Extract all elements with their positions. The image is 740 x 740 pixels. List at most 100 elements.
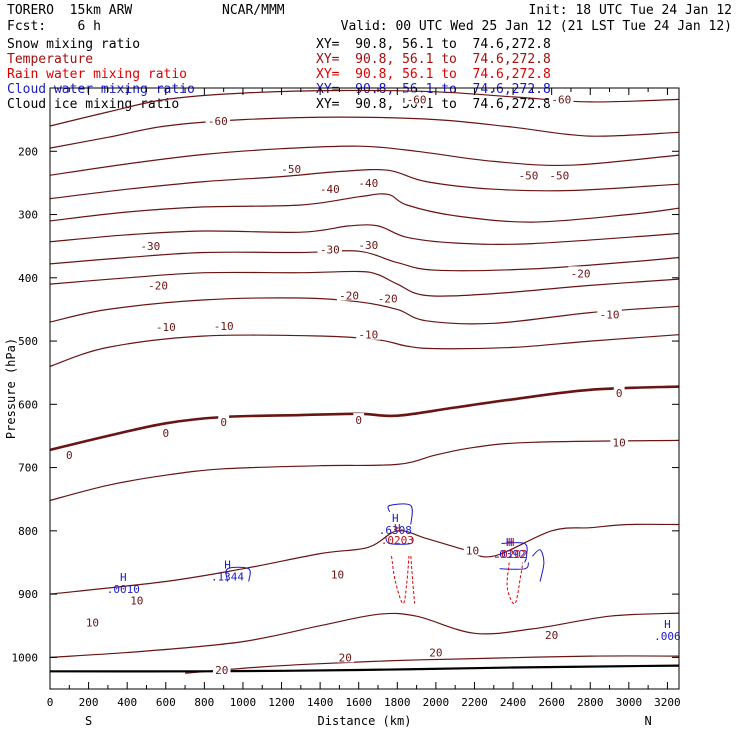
- contour-label: -20: [378, 293, 398, 306]
- contour-label: 0: [616, 387, 623, 400]
- x-tick-label: 1600: [345, 696, 372, 709]
- contour-label-bg: [356, 175, 381, 188]
- x-tick-label: 0: [47, 696, 54, 709]
- legend-field-xy: XY= 90.8, 56.1 to 74.6,272.8: [316, 37, 551, 52]
- temperature-contour: [49, 297, 680, 325]
- model-title: TORERO 15km ARW: [7, 3, 133, 18]
- x-tick-label: 600: [156, 696, 176, 709]
- contour-label: 20: [215, 664, 228, 677]
- contour-label: -10: [600, 308, 620, 321]
- init-time: Init: 18 UTC Tue 24 Jan 12: [528, 3, 733, 18]
- contour-label-bg: [212, 663, 231, 676]
- contour-label: 0: [355, 414, 362, 427]
- cloud-water-contour: [385, 536, 414, 545]
- contour-label-bg: [336, 650, 355, 663]
- rain-water-max-value: .0202: [495, 548, 528, 561]
- temperature-contour: [49, 523, 680, 595]
- cloud-water-max-marker: H: [120, 571, 127, 584]
- cloud-water-contour: [532, 549, 545, 582]
- x-axis-title: Distance (km): [318, 714, 412, 728]
- legend-field-xy: XY= 90.8, 56.1 to 74.6,272.8: [316, 52, 551, 67]
- contour-label-bg: [568, 266, 593, 279]
- contour-label-bg: [404, 92, 429, 105]
- rain-water-max-marker: H: [508, 536, 515, 549]
- contour-label: -60: [208, 115, 228, 128]
- x-tick-label: 2600: [538, 696, 565, 709]
- cloud-water-max-marker: H: [664, 618, 671, 631]
- cloud-water-max-value: .006: [654, 630, 681, 643]
- contour-label-bg: [353, 413, 365, 426]
- x-tick-label: 3200: [654, 696, 681, 709]
- x-tick-label: 1000: [230, 696, 257, 709]
- contour-label-bg: [153, 320, 178, 333]
- contour-label-bg: [356, 327, 381, 340]
- contour-label: -40: [320, 183, 340, 196]
- contour-label-bg: [549, 92, 574, 105]
- cloud-water-max-marker: H: [392, 512, 399, 525]
- contour-label: -50: [519, 169, 539, 182]
- temperature-contour: [49, 270, 680, 297]
- contour-label: 10: [86, 617, 99, 630]
- y-tick-label: 900: [18, 588, 38, 601]
- contour-label: -30: [140, 240, 160, 253]
- contour-label-bg: [336, 288, 362, 301]
- temperature-contour: [49, 334, 680, 367]
- contour-label-bg: [63, 447, 75, 460]
- rain-water-max-marker: H: [394, 522, 401, 535]
- y-tick-label: 700: [18, 462, 38, 475]
- temperature-contour: [49, 224, 680, 245]
- temperature-contour: [49, 168, 680, 200]
- temperature-contour: [49, 193, 680, 223]
- legend-field-name: Cloud ice mixing ratio: [7, 97, 180, 112]
- contour-labels: -60 -60 -60 -50 -50 -50 -40 -40 -30 -30 -30 -20 -20 -…: [63, 92, 681, 677]
- cloud-water-contour: [225, 566, 251, 582]
- contour-label: 10: [466, 544, 479, 557]
- legend-field-name: Cloud water mixing ratio: [7, 82, 195, 97]
- y-tick-label: 600: [18, 398, 38, 411]
- south-label: S: [85, 714, 92, 728]
- temperature-contour: [49, 385, 680, 452]
- temperature-contour: [49, 612, 680, 658]
- contour-label: -20: [148, 279, 168, 292]
- x-tick-label: 1800: [384, 696, 411, 709]
- contour-label: 10: [613, 436, 626, 449]
- surface-line: [49, 664, 680, 673]
- cloud-water-max-value: .0010: [107, 583, 140, 596]
- contour-label-bg: [375, 291, 400, 304]
- y-tick-label: 1000: [12, 651, 39, 664]
- contour-label: -10: [214, 320, 234, 333]
- x-tick-label: 200: [79, 696, 99, 709]
- temperature-contour: [49, 250, 680, 272]
- cloud-water-contour: [499, 562, 529, 570]
- contour-label: 20: [545, 629, 558, 642]
- legend-field-name: Snow mixing ratio: [7, 37, 141, 52]
- y-tick-label: 400: [18, 272, 38, 285]
- legend-field-name: Rain water mixing ratio: [7, 67, 188, 82]
- axes: 0 200 400 600 800 1000 1200 1400 1600 1800 2000 220…: [4, 88, 681, 728]
- legend-field-xy: XY= 90.8, 56.1 to 74.6,272.8: [316, 67, 551, 82]
- y-tick-label: 500: [18, 335, 38, 348]
- cloud-water-contour: [387, 503, 413, 525]
- contour-label-bg: [138, 239, 163, 252]
- contour-label: -20: [339, 290, 359, 303]
- x-tick-label: 1400: [307, 696, 334, 709]
- contour-label-bg: [145, 278, 171, 291]
- north-label: N: [645, 714, 652, 728]
- temperature-contour: [49, 439, 680, 502]
- contour-label-bg: [160, 425, 172, 438]
- contour-label-bg: [278, 161, 304, 174]
- contour-label: 10: [130, 594, 143, 607]
- contour-label-bg: [356, 237, 381, 250]
- contour-label-bg: [211, 318, 236, 331]
- contour-label-bg: [613, 385, 625, 398]
- temperature-contour: [185, 655, 680, 674]
- x-tick-label: 2000: [423, 696, 450, 709]
- rain-water-contour: [410, 556, 416, 604]
- center-title: NCAR/MMM: [222, 3, 285, 18]
- forecast-hour: Fcst: 6 h: [7, 19, 101, 34]
- contour-label-bg: [516, 168, 541, 181]
- valid-time: Valid: 00 UTC Wed 25 Jan 12 (21 LST Tue …: [340, 19, 732, 34]
- x-tick-label: 2800: [577, 696, 604, 709]
- contour-label: -60: [551, 93, 571, 106]
